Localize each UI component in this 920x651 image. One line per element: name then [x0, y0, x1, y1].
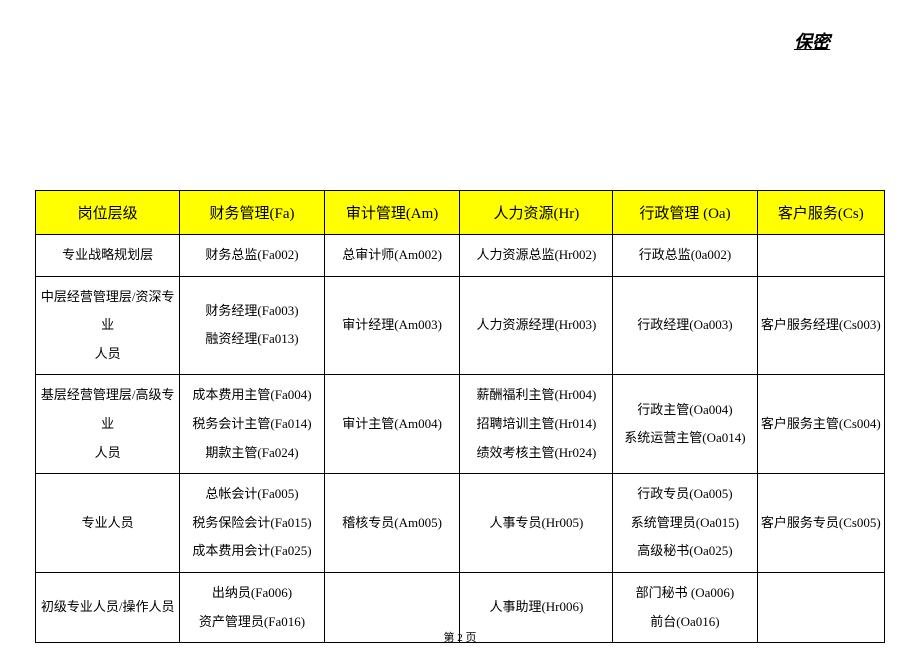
cell-line: 行政经理(Oa003) — [615, 311, 754, 340]
cell-line: 出纳员(Fa006) — [182, 579, 321, 608]
table-row: 中层经营管理层/资深专业人员财务经理(Fa003)融资经理(Fa013)审计经理… — [36, 276, 885, 375]
cell-line: 专业人员 — [38, 509, 177, 538]
page-footer: 第 2 页 — [0, 629, 920, 645]
cell-line: 绩效考核主管(Hr024) — [462, 439, 610, 468]
cell-line: 人力资源总监(Hr002) — [462, 241, 610, 270]
table-cell: 稽核专员(Am005) — [324, 474, 460, 573]
table-cell: 行政总监(0a002) — [613, 235, 757, 277]
table-cell — [757, 235, 884, 277]
col-header-hr: 人力资源(Hr) — [460, 191, 613, 235]
table-cell: 总审计师(Am002) — [324, 235, 460, 277]
cell-line: 客户服务专员(Cs005) — [760, 509, 882, 538]
cell-line: 人事助理(Hr006) — [462, 593, 610, 622]
table-cell: 行政主管(Oa004)系统运营主管(Oa014) — [613, 375, 757, 474]
cell-line: 成本费用会计(Fa025) — [182, 537, 321, 566]
col-header-service: 客户服务(Cs) — [757, 191, 884, 235]
cell-line: 部门秘书 (Oa006) — [615, 579, 754, 608]
cell-line: 成本费用主管(Fa004) — [182, 381, 321, 410]
table-cell: 基层经营管理层/高级专业人员 — [36, 375, 180, 474]
col-header-level: 岗位层级 — [36, 191, 180, 235]
table-cell: 中层经营管理层/资深专业人员 — [36, 276, 180, 375]
cell-line: 融资经理(Fa013) — [182, 325, 321, 354]
cell-line: 审计主管(Am004) — [327, 410, 458, 439]
col-header-admin: 行政管理 (Oa) — [613, 191, 757, 235]
table-cell: 成本费用主管(Fa004)税务会计主管(Fa014)期款主管(Fa024) — [180, 375, 324, 474]
confidential-label: 保密 — [794, 28, 830, 54]
cell-line: 人事专员(Hr005) — [462, 509, 610, 538]
table-row: 专业人员总帐会计(Fa005)税务保险会计(Fa015)成本费用会计(Fa025… — [36, 474, 885, 573]
cell-line: 高级秘书(Oa025) — [615, 537, 754, 566]
cell-line: 行政主管(Oa004) — [615, 396, 754, 425]
table-cell: 客户服务主管(Cs004) — [757, 375, 884, 474]
cell-line: 总审计师(Am002) — [327, 241, 458, 270]
cell-line: 招聘培训主管(Hr014) — [462, 410, 610, 439]
table-cell: 财务总监(Fa002) — [180, 235, 324, 277]
cell-line: 系统管理员(Oa015) — [615, 509, 754, 538]
table-cell: 审计经理(Am003) — [324, 276, 460, 375]
cell-line: 人员 — [38, 439, 177, 468]
table-cell: 人事专员(Hr005) — [460, 474, 613, 573]
cell-line: 系统运营主管(Oa014) — [615, 424, 754, 453]
col-header-audit: 审计管理(Am) — [324, 191, 460, 235]
cell-line: 薪酬福利主管(Hr004) — [462, 381, 610, 410]
cell-line: 客户服务经理(Cs003) — [760, 311, 882, 340]
cell-line: 初级专业人员/操作人员 — [38, 593, 177, 622]
cell-line: 人员 — [38, 340, 177, 369]
cell-line: 行政总监(0a002) — [615, 241, 754, 270]
cell-line: 基层经营管理层/高级专业 — [38, 381, 177, 438]
position-table: 岗位层级 财务管理(Fa) 审计管理(Am) 人力资源(Hr) 行政管理 (Oa… — [35, 190, 885, 643]
table-body: 专业战略规划层财务总监(Fa002)总审计师(Am002)人力资源总监(Hr00… — [36, 235, 885, 643]
cell-line: 客户服务主管(Cs004) — [760, 410, 882, 439]
cell-line: 税务保险会计(Fa015) — [182, 509, 321, 538]
cell-line: 财务经理(Fa003) — [182, 297, 321, 326]
table-cell: 总帐会计(Fa005)税务保险会计(Fa015)成本费用会计(Fa025) — [180, 474, 324, 573]
table-cell: 行政专员(Oa005)系统管理员(Oa015)高级秘书(Oa025) — [613, 474, 757, 573]
col-header-finance: 财务管理(Fa) — [180, 191, 324, 235]
table-cell: 行政经理(Oa003) — [613, 276, 757, 375]
cell-line: 期款主管(Fa024) — [182, 439, 321, 468]
table-cell: 客户服务专员(Cs005) — [757, 474, 884, 573]
table-cell: 客户服务经理(Cs003) — [757, 276, 884, 375]
cell-line: 行政专员(Oa005) — [615, 480, 754, 509]
table-cell: 专业人员 — [36, 474, 180, 573]
cell-line: 税务会计主管(Fa014) — [182, 410, 321, 439]
table-cell: 人力资源经理(Hr003) — [460, 276, 613, 375]
cell-line: 稽核专员(Am005) — [327, 509, 458, 538]
table-header-row: 岗位层级 财务管理(Fa) 审计管理(Am) 人力资源(Hr) 行政管理 (Oa… — [36, 191, 885, 235]
position-table-container: 岗位层级 财务管理(Fa) 审计管理(Am) 人力资源(Hr) 行政管理 (Oa… — [35, 190, 885, 643]
table-cell: 人力资源总监(Hr002) — [460, 235, 613, 277]
cell-line: 人力资源经理(Hr003) — [462, 311, 610, 340]
cell-line: 中层经营管理层/资深专业 — [38, 283, 177, 340]
cell-line: 财务总监(Fa002) — [182, 241, 321, 270]
table-row: 专业战略规划层财务总监(Fa002)总审计师(Am002)人力资源总监(Hr00… — [36, 235, 885, 277]
cell-line: 审计经理(Am003) — [327, 311, 458, 340]
cell-line: 总帐会计(Fa005) — [182, 480, 321, 509]
table-cell: 专业战略规划层 — [36, 235, 180, 277]
cell-line: 专业战略规划层 — [38, 241, 177, 270]
table-row: 基层经营管理层/高级专业人员成本费用主管(Fa004)税务会计主管(Fa014)… — [36, 375, 885, 474]
table-cell: 财务经理(Fa003)融资经理(Fa013) — [180, 276, 324, 375]
table-cell: 审计主管(Am004) — [324, 375, 460, 474]
table-cell: 薪酬福利主管(Hr004)招聘培训主管(Hr014)绩效考核主管(Hr024) — [460, 375, 613, 474]
